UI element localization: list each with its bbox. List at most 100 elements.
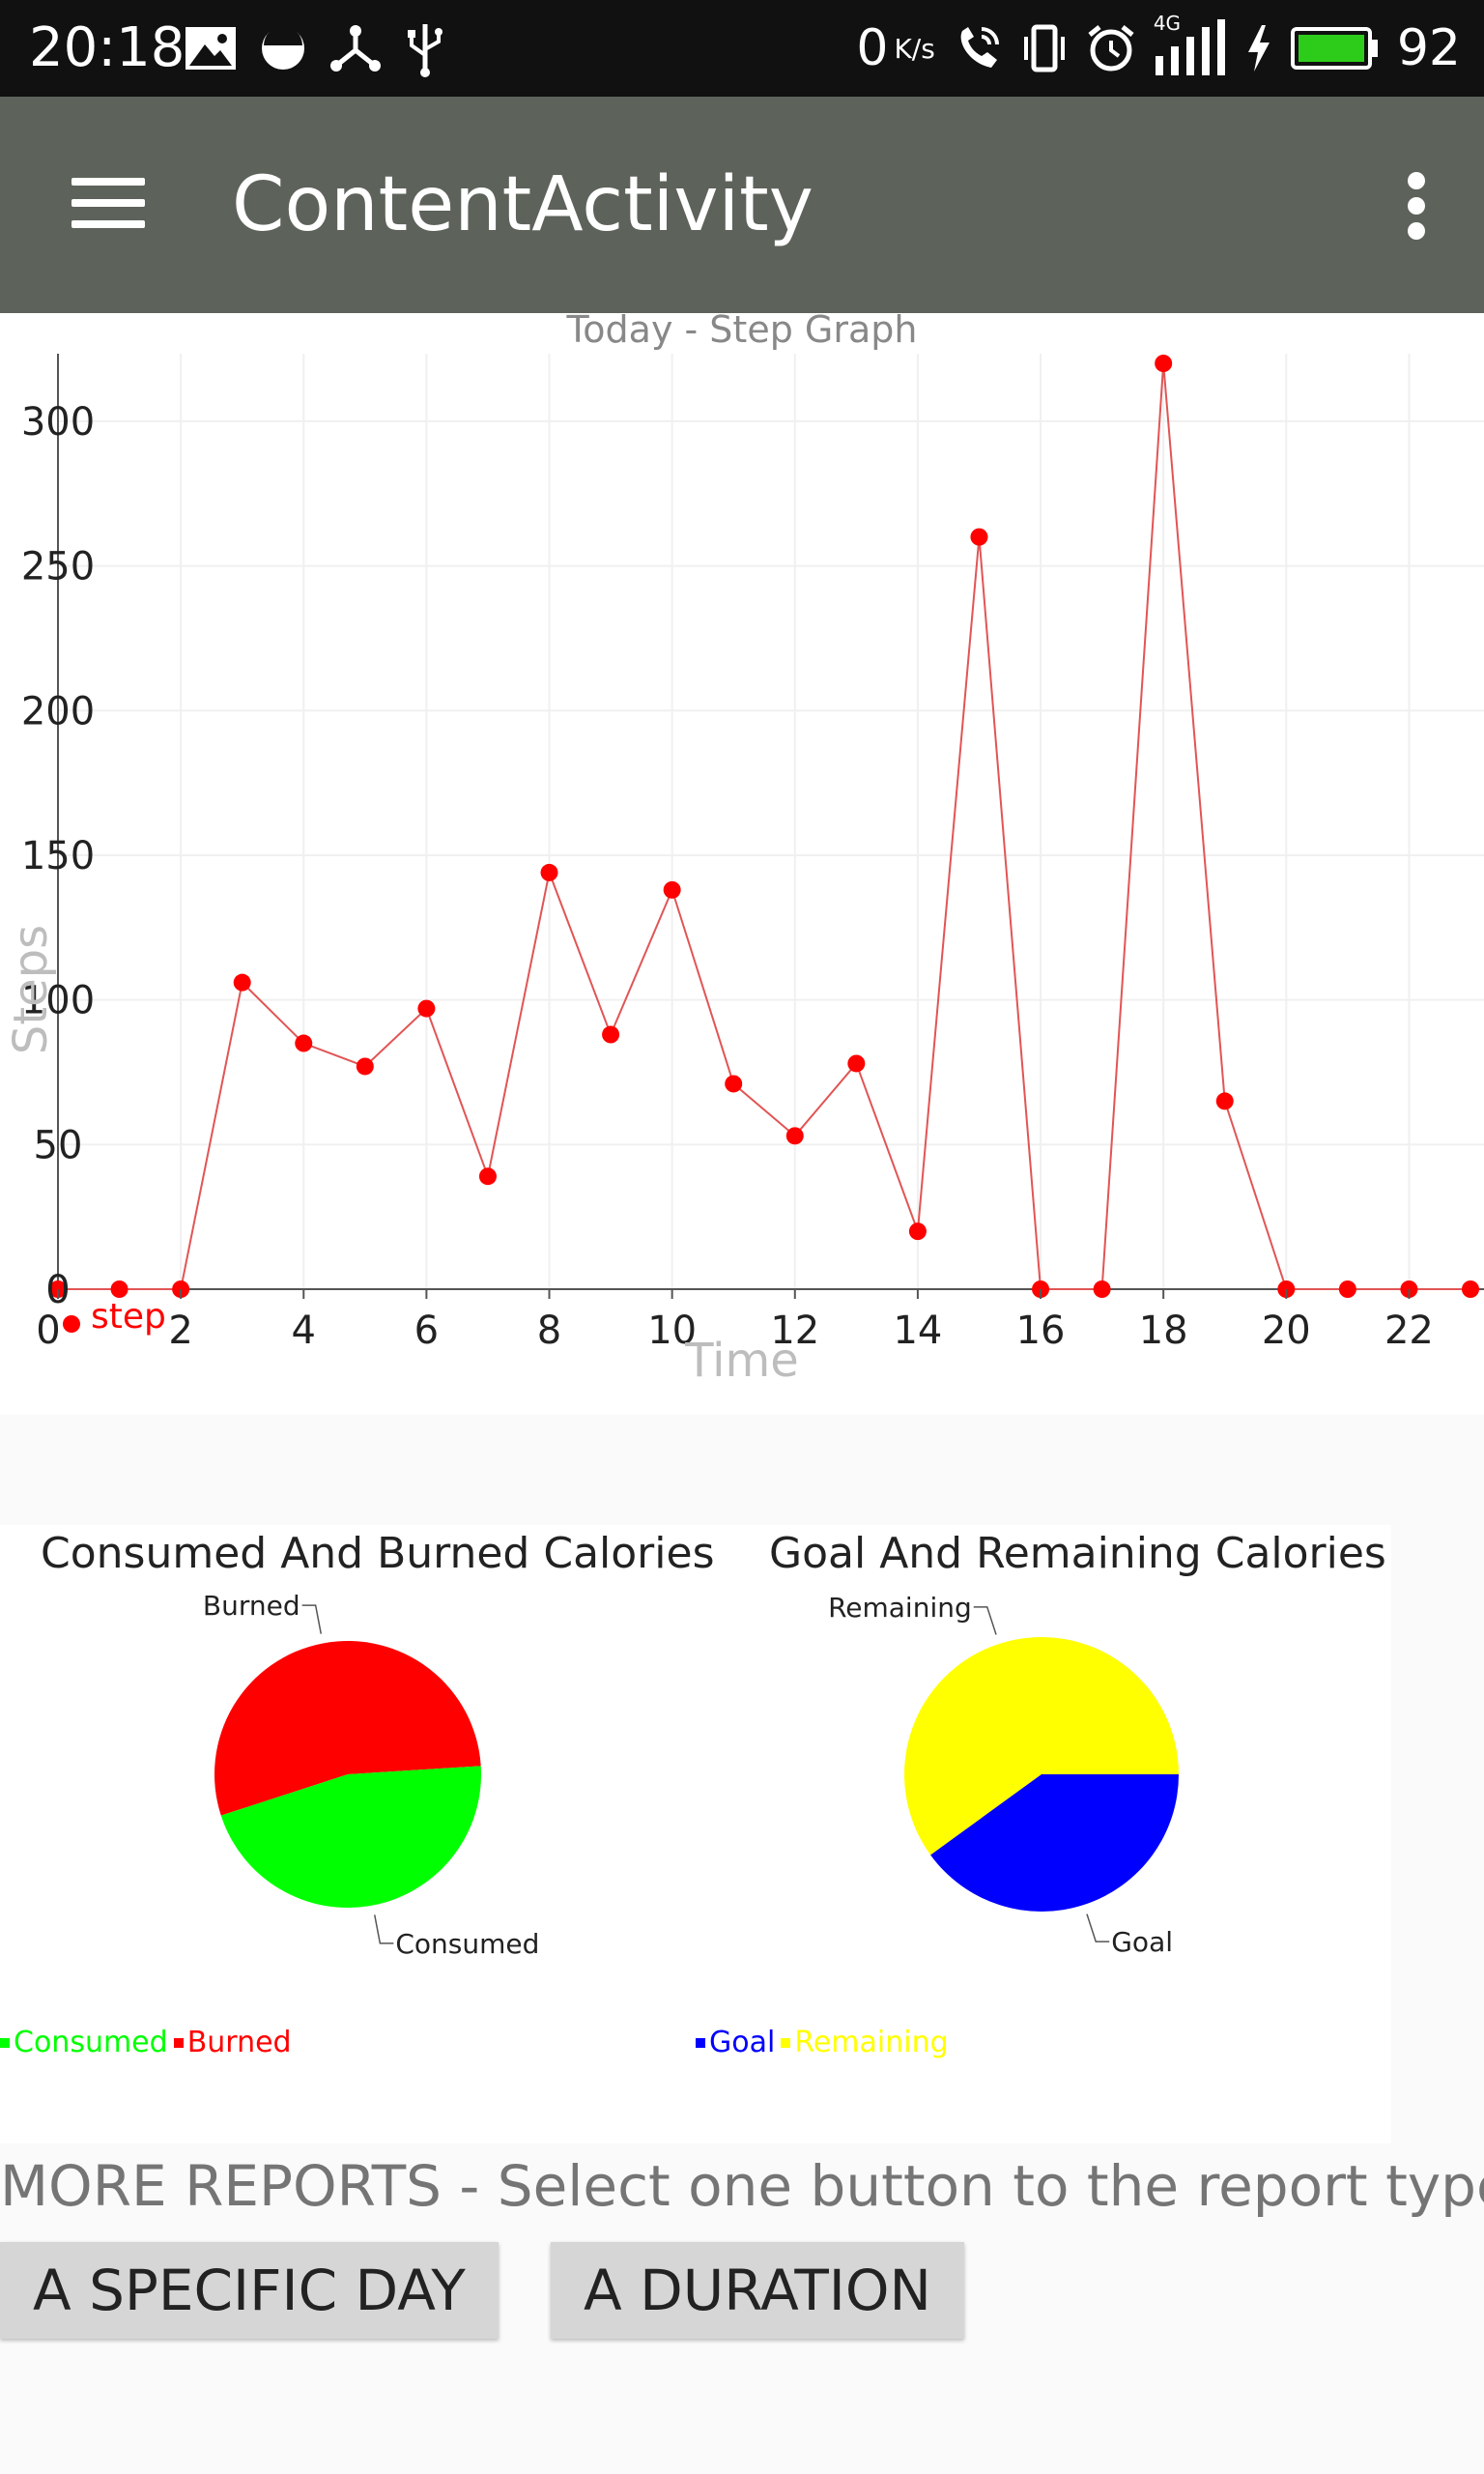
legend-label: Remaining (794, 2026, 949, 2059)
data-point[interactable] (1215, 1092, 1234, 1110)
vibrate-icon (1023, 24, 1065, 72)
pie-label-line (1086, 1913, 1110, 1942)
pie-slice-label: Goal (1111, 1926, 1173, 1958)
legend-label: Consumed (14, 2026, 168, 2059)
status-right: 0 K/s 4G (856, 12, 1461, 81)
share-network-icon (330, 25, 381, 72)
network-speed: 0 (856, 19, 889, 77)
circle-half-icon (262, 26, 304, 70)
legend-label: step (91, 1297, 166, 1337)
x-tick-label: 12 (770, 1309, 819, 1353)
pie-charts[interactable]: Burned Consumed Remaining Goal (0, 1525, 1391, 2028)
data-point[interactable] (295, 1034, 313, 1052)
x-tick-label: 4 (292, 1309, 316, 1353)
usb-icon (408, 24, 442, 77)
legend-item: Goal (696, 2024, 775, 2062)
data-point[interactable] (356, 1057, 374, 1076)
pie-slice-label: Remaining (828, 1592, 972, 1624)
y-tick-label: 100 (21, 979, 95, 1023)
data-point[interactable] (417, 999, 436, 1018)
legend-swatch (63, 1315, 80, 1333)
network-type: 4G (1153, 12, 1182, 35)
pie-slice[interactable] (214, 1641, 481, 1816)
x-tick-label: 18 (1139, 1309, 1188, 1353)
charging-icon (1247, 25, 1270, 72)
duration-button[interactable]: A DURATION (551, 2242, 964, 2339)
step-chart[interactable]: 0 2 4 6 8 10 12 14 16 18 20 22 0 50 100 150 200 250 300 To… (0, 313, 1484, 1415)
calories-pie-panel: Consumed And Burned Calories Goal And Re… (0, 1525, 1391, 2143)
data-point[interactable] (1093, 1280, 1111, 1298)
step-series-line (58, 362, 1470, 1290)
pie-label-line (301, 1604, 323, 1634)
status-time: 20:18 (29, 16, 186, 79)
data-point[interactable] (540, 863, 558, 881)
more-vert-icon[interactable] (1397, 162, 1436, 249)
pie-label-line (373, 1914, 394, 1944)
more-reports-label: MORE REPORTS - Select one button to the … (0, 2153, 1484, 2219)
pie-slice[interactable] (220, 1766, 481, 1908)
goal-remaining-legend: Goal Remaining (696, 2024, 955, 2062)
data-point[interactable] (847, 1054, 866, 1073)
data-point[interactable] (725, 1075, 743, 1093)
legend-item: Remaining (781, 2024, 949, 2062)
y-tick-label: 150 (21, 834, 95, 878)
data-point[interactable] (233, 973, 251, 992)
data-point[interactable] (785, 1127, 804, 1145)
data-point[interactable] (970, 528, 988, 546)
consumed-burned-legend: Consumed Burned (0, 2024, 298, 2062)
x-tick-label: 8 (537, 1309, 561, 1353)
network-speed-unit: K/s (894, 32, 935, 65)
x-tick-label: 10 (647, 1309, 697, 1353)
battery-level: 92 (1396, 19, 1461, 77)
x-tick-label: 6 (414, 1309, 439, 1353)
data-point[interactable] (478, 1167, 497, 1186)
pie-label-line (973, 1606, 997, 1635)
alarm-icon (1088, 25, 1134, 72)
data-point[interactable] (663, 880, 681, 899)
data-point[interactable] (110, 1280, 128, 1298)
y-tick-label: 0 (45, 1268, 70, 1312)
y-tick-label: 250 (21, 545, 95, 590)
legend-item: Burned (173, 2024, 292, 2062)
goal-remaining-title: Goal And Remaining Calories (769, 1529, 1386, 1578)
y-tick-label: 200 (21, 689, 95, 734)
legend-label: Burned (186, 2026, 292, 2059)
data-point[interactable] (602, 1025, 620, 1044)
pie-slice-label: Burned (203, 1590, 300, 1622)
x-axis-label: Time (684, 1334, 798, 1388)
status-left-icons (184, 17, 446, 79)
wifi-calling-icon (960, 27, 999, 68)
battery-icon (1290, 27, 1378, 70)
y-tick-label: 300 (21, 400, 95, 445)
x-tick-label: 20 (1262, 1309, 1311, 1353)
pie-slice[interactable] (903, 1637, 1179, 1856)
legend-label: Goal (709, 2026, 776, 2059)
chart-title: Today - Step Graph (566, 313, 918, 351)
x-tick-label: 14 (893, 1309, 942, 1353)
app-title: ContentActivity (232, 161, 813, 248)
data-point[interactable] (1155, 355, 1173, 372)
signal-icon: 4G (1154, 12, 1227, 79)
y-tick-label: 50 (34, 1123, 83, 1167)
legend-swatch (781, 2038, 791, 2048)
y-axis-label: Steps (4, 925, 58, 1054)
data-point[interactable] (1338, 1280, 1356, 1298)
pie-slice[interactable] (930, 1774, 1179, 1912)
pie-slice-label: Consumed (395, 1928, 539, 1960)
data-point[interactable] (908, 1223, 927, 1241)
consumed-burned-title: Consumed And Burned Calories (41, 1529, 715, 1578)
hamburger-menu-icon[interactable] (60, 164, 157, 245)
x-tick-label: 16 (1016, 1309, 1066, 1353)
data-point[interactable] (1462, 1280, 1479, 1298)
image-icon (186, 27, 236, 70)
x-tick-label: 22 (1384, 1309, 1434, 1353)
app-bar: ContentActivity (0, 97, 1484, 313)
status-bar: 20:18 0 K/s (0, 0, 1484, 97)
legend-swatch (696, 2038, 705, 2048)
step-line-chart[interactable]: 0 2 4 6 8 10 12 14 16 18 20 22 0 50 100 150 200 250 300 To… (0, 313, 1484, 1415)
x-tick-label: 0 (36, 1309, 60, 1353)
legend-swatch (0, 2038, 10, 2048)
legend-item: Consumed (0, 2024, 168, 2062)
specific-day-button[interactable]: A SPECIFIC DAY (0, 2242, 499, 2339)
legend-swatch (173, 2038, 184, 2048)
